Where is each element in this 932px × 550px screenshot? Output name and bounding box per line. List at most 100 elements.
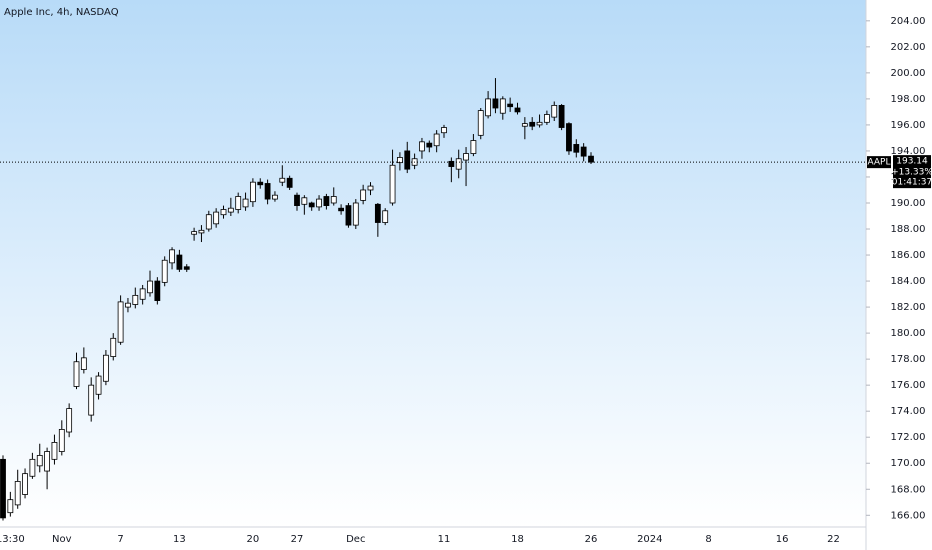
x-tick-label: 7: [117, 534, 123, 545]
candle-body: [169, 249, 175, 264]
y-tick-label: 172.00: [891, 432, 926, 443]
candle-body: [367, 185, 374, 191]
y-tick-label: 188.00: [891, 224, 926, 235]
candle-body: [396, 157, 403, 164]
y-tick-label: 186.00: [891, 250, 926, 261]
candle-body: [573, 144, 580, 153]
candle-body: [492, 98, 499, 109]
candle-body: [132, 294, 139, 305]
candle-body: [514, 107, 521, 113]
candle-body: [176, 254, 183, 270]
candle-body: [154, 280, 161, 301]
countdown-label: 01:41:37: [892, 178, 932, 188]
candle-body: [205, 214, 212, 230]
plot-background: [0, 0, 866, 527]
candle-body: [73, 361, 80, 387]
price-tag: [893, 155, 931, 189]
candle-body: [426, 142, 433, 148]
y-tick-label: 202.00: [891, 42, 926, 53]
candle-body: [463, 153, 469, 161]
y-tick-label: 190.00: [891, 198, 926, 209]
chart-title: Apple Inc, 4h, NASDAQ: [4, 7, 119, 18]
candle-body: [7, 499, 14, 514]
candle-body: [198, 229, 205, 234]
candle-body: [419, 141, 425, 152]
candle-body: [220, 209, 227, 216]
candle-body: [588, 155, 594, 163]
y-tick-label: 200.00: [891, 68, 926, 79]
candle-body: [183, 266, 190, 270]
candle-body: [485, 98, 492, 117]
candle-body: [22, 473, 28, 495]
x-tick-label: 18: [511, 534, 524, 545]
candle-body: [147, 280, 153, 294]
candle-body: [161, 259, 168, 283]
candle-body: [279, 177, 286, 183]
y-tick-label: 196.00: [891, 120, 926, 131]
candle-body: [308, 202, 315, 208]
candle-body: [58, 429, 65, 452]
candle-body: [294, 194, 300, 206]
y-tick-label: 184.00: [891, 276, 926, 287]
candle-body: [536, 121, 543, 126]
candle-body: [566, 123, 572, 152]
y-tick-label: 166.00: [891, 510, 926, 521]
x-tick-label: 13: [173, 534, 186, 545]
candle-body: [580, 146, 587, 157]
candle-body: [345, 205, 352, 226]
x-tick-label: Dec: [346, 534, 365, 545]
x-tick-label: 11: [438, 534, 451, 545]
candle-body: [499, 98, 506, 114]
candle-body: [316, 198, 322, 208]
x-tick-label: 8: [705, 534, 711, 545]
candle-body: [51, 442, 58, 460]
candle-body: [242, 198, 249, 208]
candle-body: [529, 121, 536, 127]
candle-body: [272, 194, 278, 200]
y-tick-label: 204.00: [891, 16, 926, 27]
candle-body: [125, 302, 131, 308]
x-tick-label: 2024: [637, 534, 662, 545]
candle-body: [470, 140, 477, 154]
candle-body: [235, 196, 242, 210]
candle-body: [338, 207, 345, 212]
candle-body: [139, 288, 146, 300]
candle-body: [191, 231, 198, 235]
candle-body: [477, 110, 484, 136]
candle-body: [544, 114, 550, 123]
x-tick-label: 13:30: [0, 534, 25, 545]
candle-body: [29, 458, 36, 477]
candle-body: [66, 408, 73, 433]
x-tick-label: 26: [585, 534, 598, 545]
y-tick-label: 176.00: [891, 380, 926, 391]
x-tick-label: 27: [291, 534, 304, 545]
candle-body: [404, 150, 411, 170]
candle-body: [213, 211, 220, 225]
x-tick-label: 16: [776, 534, 789, 545]
candle-body: [507, 103, 514, 108]
x-tick-label: 22: [827, 534, 840, 545]
candle-body: [88, 384, 95, 416]
y-tick-label: 168.00: [891, 484, 926, 495]
candle-body: [227, 207, 234, 213]
candle-body: [257, 181, 264, 186]
y-tick-label: 182.00: [891, 302, 926, 313]
y-tick-label: 194.00: [891, 146, 926, 157]
y-tick-label: 170.00: [891, 458, 926, 469]
candle-body: [0, 458, 6, 519]
candle-body: [441, 127, 447, 134]
change-label: +13.33%: [891, 168, 932, 178]
last-price-label: 193.14: [896, 157, 928, 167]
candle-body: [117, 301, 124, 343]
candle-body: [14, 481, 21, 506]
candle-body: [455, 158, 462, 170]
candle-body: [44, 451, 50, 472]
x-tick-label: Nov: [52, 534, 72, 545]
candle-body: [330, 196, 337, 204]
symbol-tag: [867, 156, 891, 169]
candle-body: [323, 196, 330, 206]
y-tick-label: 174.00: [891, 406, 926, 417]
candle-body: [95, 375, 102, 395]
candle-body: [382, 210, 389, 223]
